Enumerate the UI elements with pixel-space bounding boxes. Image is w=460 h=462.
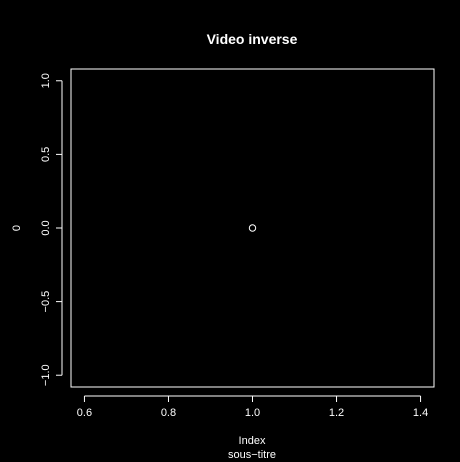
x-tick-label: 1.0	[245, 407, 260, 419]
y-tick-label: 0.0	[40, 220, 52, 235]
plot-frame	[70, 68, 435, 388]
chart-subtitle: sous−titre	[228, 449, 276, 461]
x-tick-label: 0.6	[77, 407, 92, 419]
y-tick-label: 0.5	[40, 147, 52, 162]
y-tick-label: 1.0	[40, 73, 52, 88]
x-tick-label: 1.2	[329, 407, 344, 419]
x-tick-label: 0.8	[161, 407, 176, 419]
x-tick-label: 1.4	[413, 407, 428, 419]
chart-title: Video inverse	[207, 31, 298, 47]
data-point	[248, 224, 257, 232]
y-axis-label: 0	[11, 225, 23, 231]
x-axis: 0.6 0.8 1.0 1.2 1.4	[77, 395, 428, 419]
y-tick-label: −0.5	[40, 291, 52, 313]
data-points	[248, 224, 257, 232]
y-axis: −1.0 −0.5 0.0 0.5 1.0	[40, 73, 63, 386]
y-tick-label: −1.0	[40, 364, 52, 386]
x-axis-label: Index	[239, 435, 266, 447]
